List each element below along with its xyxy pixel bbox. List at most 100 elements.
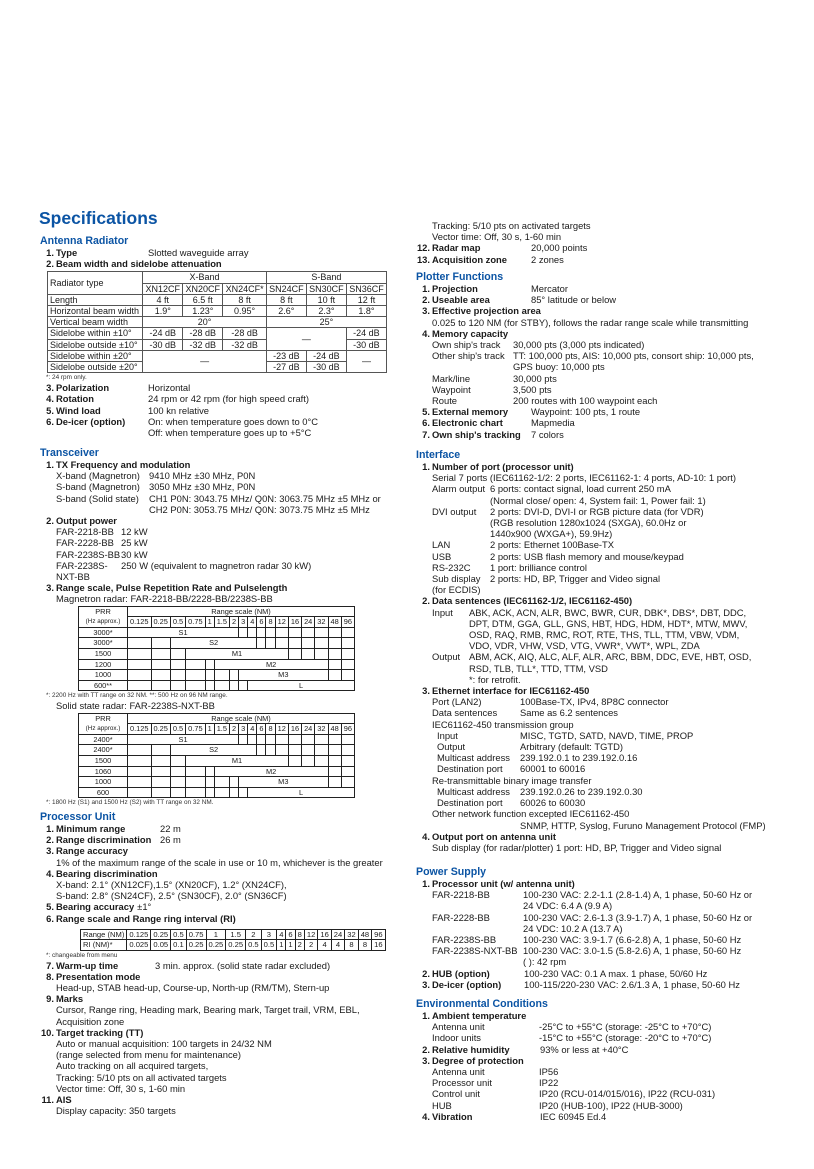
spec-value-line: CH2 P0N: 3053.75 MHz/ Q0N: 3073.75 MHz ±… [149, 503, 370, 515]
ri-cell: 0.025 [126, 939, 152, 951]
spec-text: Solid state radar: FAR-2238S-NXT-BB [56, 700, 215, 712]
cell: 25° [265, 316, 388, 329]
spec-item-range-accuracy: 3. Range accuracy 1% of the maximum range … [38, 845, 400, 867]
key-value-list: Multicast address 239.192.0.26 to 239.192… [437, 786, 810, 808]
spec-item-degree-of-protection: 3. Degree of protection Antenna unit IP56 Pr… [414, 1055, 810, 1111]
section-heading: Transceiver [40, 447, 99, 459]
range-cell: 48 [357, 928, 373, 941]
empty-cell [327, 648, 342, 660]
item-number: 5. [46, 404, 54, 416]
spec-row-route: Route 200 routes with 100 waypoint each [432, 395, 810, 406]
key-value-list: FAR-2218-BB 100-230 VAC: 2.2-1.1 (2.8-1.4… [432, 889, 810, 967]
spec-key: Own ship's track [432, 339, 501, 351]
item-body: 0.025 to 120 NM (for STBY), follows the … [432, 317, 810, 328]
spec-value-line: (RGB resolution 1280x1024 (SXGA), 60.0Hz… [490, 517, 687, 529]
item-label: Radar map [432, 242, 481, 254]
spec-text: Auto or manual acquisition: 100 targets … [56, 1038, 272, 1050]
spec-value: CH1 P0N: 3043.75 MHz/ Q0N: 3063.75 MHz ±… [149, 493, 381, 515]
range-cell: 0.5 [170, 928, 187, 941]
spec-value: Arbitrary (default: TGTD) [520, 741, 623, 753]
range-column-header: 1 [204, 616, 215, 628]
range-column-header: 6 [256, 616, 267, 628]
spec-row-usb: USB 2 ports: USB flash memory and mouse/k… [432, 551, 810, 562]
empty-cell [238, 626, 249, 639]
prr-value: 600** [78, 679, 128, 692]
spec-item-header: 5. Wind load 100 kn relative [38, 405, 400, 416]
spec-item-target-tracking-tt: 10. Target tracking (TT) Auto or manual ac… [38, 1027, 400, 1094]
key-value-list: Own ship's track 30,000 pts (3,000 pts in… [432, 339, 810, 406]
item-value: 100-230 VAC: 0.1 A max. 1 phase, 50/60 H… [524, 967, 708, 979]
item-number: 12. [416, 242, 430, 254]
item-label: Bearing accuracy [56, 901, 135, 913]
ri-cell: 8 [344, 939, 359, 951]
spec-row-alarm-output: Alarm output 6 ports: contact signal, loa… [432, 483, 810, 505]
item-number: 3. [422, 978, 430, 990]
spec-key: FAR-2228-BB [56, 537, 114, 549]
empty-cell [340, 626, 356, 639]
item-number: 7. [422, 428, 430, 440]
spec-item-header: 4. Output port on antenna unit [414, 831, 810, 842]
range-column-header: 0.125 [127, 723, 152, 735]
cell: 10 ft [305, 293, 347, 307]
model-header: SN30CF [305, 282, 347, 295]
range-column-header: 32 [314, 616, 329, 628]
section-heading: Processor Unit [40, 811, 116, 823]
spec-value: SNMP, HTTP, Syslog, Furuno Management Pr… [520, 819, 766, 831]
range-cell: 0.75 [185, 928, 207, 941]
ri-cell: 4 [317, 939, 332, 951]
range-column-header: 96 [340, 723, 356, 735]
item-label: Electronic chart [432, 417, 503, 429]
spec-value: 60001 to 60016 [520, 763, 586, 775]
range-cell: 32 [344, 928, 359, 941]
spec-item-header: 2. Useable area 85° latitude or below [414, 294, 810, 305]
table-row: 1000 M3 [78, 669, 356, 681]
table-row: 600** L [78, 679, 355, 692]
spec-item-header: 3. Polarization Horizontal [38, 382, 400, 393]
empty-cell [287, 626, 303, 639]
item-number: 5. [422, 406, 430, 418]
spec-item-header: 6. Electronic chart Mapmedia [414, 417, 810, 428]
empty-cell [238, 679, 249, 692]
key-value-list: Input ABK, ACK, ACN, ALR, BWC, BWR, CUR, … [432, 607, 810, 685]
table-header-row: PRR (Hz approx.) Range scale (NM) [78, 712, 355, 735]
item-number: 10. [40, 1026, 54, 1038]
spec-value-line: 6 ports: contact signal, load current 25… [490, 483, 671, 495]
cell: -24 dB [305, 349, 347, 363]
table-row: 1500 M1 [78, 648, 356, 660]
spec-item-header: 1. Number of port (processor unit) [414, 461, 810, 472]
empty-cell [150, 637, 171, 649]
spec-text: Serial 7 ports (IEC61162-1/2: 2 ports, I… [432, 472, 736, 484]
item-number: 1. [422, 878, 430, 889]
item-value: 3 min. approx. (solid state radar exclud… [155, 959, 331, 971]
item-label: Projection [432, 283, 478, 294]
spec-text: Head-up, STAB head-up, Course-up, North-… [56, 982, 330, 994]
model-header: XN24CF* [222, 282, 267, 295]
empty-cell [127, 754, 152, 767]
spec-item-header: 8. Presentation mode [38, 971, 400, 982]
spec-item-projection: 1. Projection Mercator [414, 283, 810, 294]
spec-key: USB [432, 550, 452, 562]
spec-value-line: 100-230 VAC: 3.0-1.5 (5.8-2.6) A, 1 phas… [523, 945, 742, 957]
empty-cell [204, 679, 215, 692]
spec-key: Processor unit [432, 1077, 492, 1089]
spec-value-line: *: for retrofit. [469, 673, 521, 685]
prr-value: 1500 [78, 754, 128, 767]
key-value-list: Alarm output 6 ports: contact signal, loa… [432, 483, 810, 595]
empty-cell [340, 776, 356, 788]
spec-row-mark-line: Mark/line 30,000 pts [432, 373, 810, 384]
model-header: XN12CF [142, 282, 184, 295]
pulse-mode-bar-s1: S1 [126, 626, 240, 639]
empty-cell [340, 733, 356, 746]
empty-cell [287, 637, 303, 649]
spec-item-header: 5. Bearing accuracy ±1° [38, 901, 400, 912]
range-cell: 1 [205, 928, 227, 941]
spec-value-line: 24 VDC: 10.2 A (13.7 A) [523, 922, 623, 934]
row-label: Sidelobe outside ±10° [46, 338, 144, 351]
row-label: Horizontal beam width [46, 305, 144, 318]
cell: -24 dB [345, 327, 388, 340]
spec-item-header: 2. Beam width and sidelobe attenuation [38, 258, 400, 269]
spec-value: 100-230 VAC: 3.0-1.5 (5.8-2.6) A, 1 phas… [523, 945, 741, 967]
table-header-row: PRR (Hz approx.) Range scale (NM) [78, 605, 355, 628]
item-label: HUB (option) [432, 967, 490, 979]
cell: 2.3° [305, 305, 347, 318]
